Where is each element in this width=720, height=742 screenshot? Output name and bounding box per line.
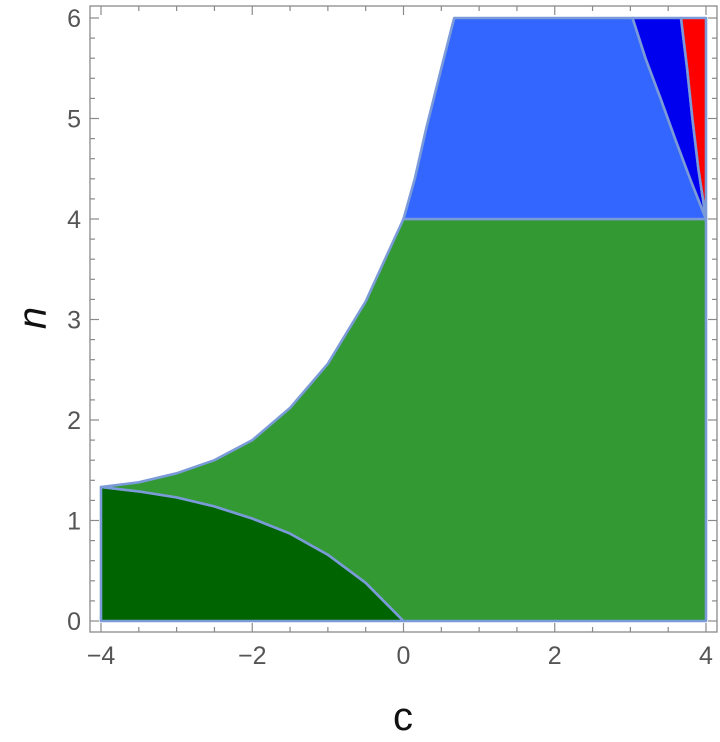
y-tick-label: 5 xyxy=(67,106,81,134)
y-tick-label: 0 xyxy=(67,608,81,636)
x-tick-label: −2 xyxy=(238,642,267,670)
y-tick-label: 6 xyxy=(67,5,81,33)
y-tick-label: 1 xyxy=(67,508,81,536)
x-axis-title: c xyxy=(393,695,413,739)
y-tick-label: 2 xyxy=(67,407,81,435)
y-tick-label: 3 xyxy=(67,307,81,335)
axis-tick-labels: −4 −2 0 2 4 0 1 2 3 4 5 6 xyxy=(67,5,713,670)
x-tick-label: 0 xyxy=(397,642,411,670)
red-region xyxy=(679,16,708,221)
plot-regions xyxy=(99,16,708,623)
green-region xyxy=(99,217,708,623)
x-tick-label: 2 xyxy=(548,642,562,670)
y-tick-label: 4 xyxy=(67,206,81,234)
x-tick-label: 4 xyxy=(699,642,713,670)
axis-ticks xyxy=(90,6,717,632)
x-tick-label: −4 xyxy=(87,642,116,670)
y-axis-title: n xyxy=(11,307,55,329)
